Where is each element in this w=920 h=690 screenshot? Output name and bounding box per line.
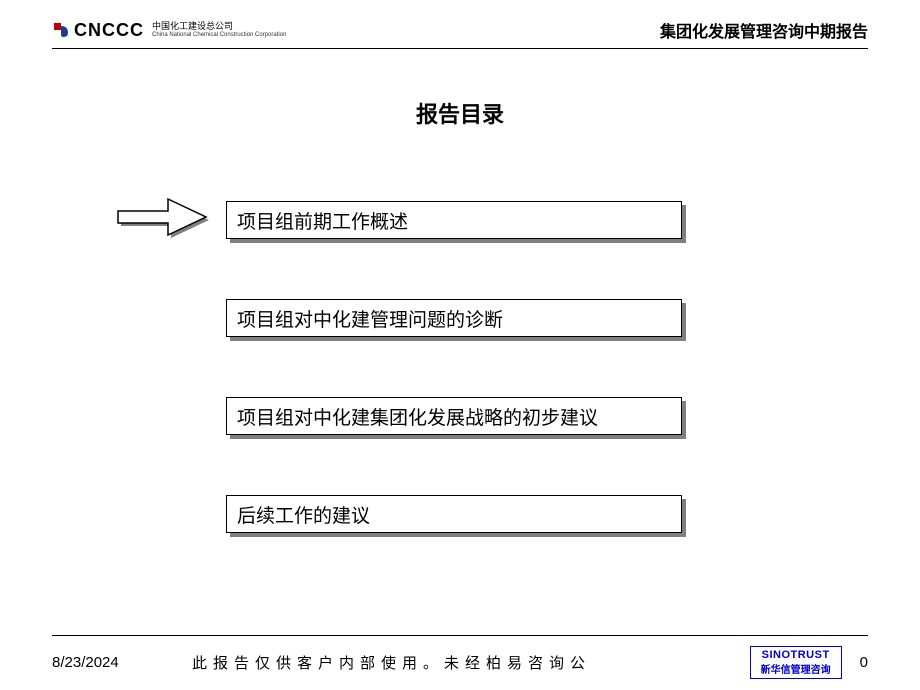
footer-divider [52,635,868,636]
header-divider [52,48,868,49]
footer-row: 8/23/2024 此报告仅供客户内部使用。未经柏易咨询公 SINOTRUST … [0,644,920,680]
toc-area: 项目组前期工作概述 项目组对中化建管理问题的诊断 项目组对中化建集团化发展战略的… [0,201,920,533]
toc-item: 项目组对中化建管理问题的诊断 [226,299,682,337]
toc-item-label: 项目组前期工作概述 [237,207,408,234]
footer-brand: SINOTRUST 新华信管理咨询 [750,646,842,679]
toc-item-label: 项目组对中化建管理问题的诊断 [237,305,503,332]
page-title: 报告目录 [0,97,920,129]
logo-text-cn: 中国化工建设总公司 [152,22,286,32]
toc-item: 后续工作的建议 [226,495,682,533]
header: CNCCC 中国化工建设总公司 China National Chemical … [0,0,920,48]
footer-brand-en: SINOTRUST [761,649,831,661]
toc-item-label: 项目组对中化建集团化发展战略的初步建议 [237,403,598,430]
toc-item-box: 项目组对中化建管理问题的诊断 [226,299,682,337]
footer-date: 8/23/2024 [52,654,182,671]
logo-text-main: CNCCC [74,20,144,41]
footer-disclaimer: 此报告仅供客户内部使用。未经柏易咨询公 [182,652,750,673]
footer: 8/23/2024 此报告仅供客户内部使用。未经柏易咨询公 SINOTRUST … [0,635,920,680]
toc-item-box: 项目组前期工作概述 [226,201,682,239]
page-number: 0 [860,654,868,671]
toc-item-box: 项目组对中化建集团化发展战略的初步建议 [226,397,682,435]
logo-text-en: China National Chemical Construction Cor… [152,32,286,39]
toc-item: 项目组对中化建集团化发展战略的初步建议 [226,397,682,435]
header-title: 集团化发展管理咨询中期报告 [660,18,868,42]
toc-item-box: 后续工作的建议 [226,495,682,533]
company-logo-icon [52,21,70,39]
footer-brand-cn: 新华信管理咨询 [761,661,831,676]
toc-item: 项目组前期工作概述 [226,201,682,239]
current-section-arrow-icon [116,197,212,248]
logo-block: CNCCC 中国化工建设总公司 China National Chemical … [52,20,286,41]
toc-item-label: 后续工作的建议 [237,501,370,528]
logo-text-sub: 中国化工建设总公司 China National Chemical Constr… [152,22,286,38]
